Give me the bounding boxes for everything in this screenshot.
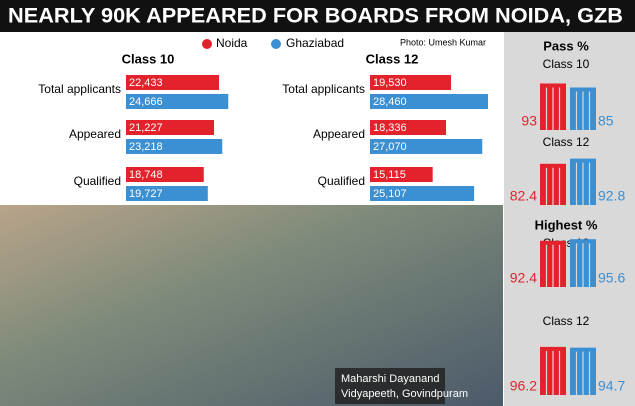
category-label: Appeared (69, 127, 121, 141)
legend-label: Ghaziabad (286, 36, 344, 50)
caption: Vidyapeeth, Govindpuram (341, 388, 468, 400)
bar (126, 186, 208, 201)
category-label: Appeared (313, 127, 365, 141)
value-label: 18,748 (129, 169, 163, 181)
value-label: 82.4 (510, 188, 537, 204)
value-label: 92.8 (598, 188, 625, 204)
category-label: Qualified (74, 174, 121, 188)
chart-title: Class 10 (122, 51, 175, 66)
value-label: 21,227 (129, 122, 163, 134)
bar (370, 94, 488, 109)
bar (126, 94, 229, 109)
side-panel (504, 32, 635, 406)
value-label: 24,666 (129, 96, 163, 108)
value-label: 85 (598, 113, 614, 129)
bar (126, 120, 215, 135)
value-label: 22,433 (129, 77, 163, 89)
title: NEARLY 90K APPEARED FOR BOARDS FROM NOID… (8, 5, 623, 28)
category-label: Total applicants (38, 82, 121, 96)
bar (370, 186, 475, 201)
legend-swatch (202, 39, 212, 49)
legend-label: Noida (216, 36, 248, 50)
photo-credit: Photo: Umesh Kumar (400, 37, 486, 47)
value-label: 23,218 (129, 141, 163, 153)
panel-heading: Highest % (535, 217, 598, 232)
bar (370, 75, 451, 90)
value-label: 96.2 (510, 378, 537, 394)
category-label: Qualified (318, 174, 365, 188)
value-label: 92.4 (510, 270, 537, 286)
value-label: 95.6 (598, 270, 625, 286)
bar (370, 139, 483, 154)
chart-title: Class 12 (366, 51, 419, 66)
bar (370, 167, 433, 182)
value-label: 15,115 (373, 169, 406, 181)
value-label: 93 (521, 113, 537, 129)
chart-title: Class 12 (543, 135, 590, 149)
panel-heading: Pass % (543, 38, 589, 53)
title-banner (0, 0, 635, 32)
value-label: 94.7 (598, 378, 625, 394)
value-label: 19,530 (373, 77, 407, 89)
value-label: 27,070 (373, 141, 407, 153)
value-label: 19,727 (129, 188, 163, 200)
value-label: 25,107 (373, 188, 407, 200)
value-label: 18,336 (373, 122, 407, 134)
chart-title: Class 12 (543, 314, 590, 328)
caption-box (335, 368, 445, 404)
bar (126, 75, 220, 90)
value-label: 28,460 (373, 96, 407, 108)
legend-swatch (271, 39, 281, 49)
caption: Maharshi Dayanand (341, 373, 439, 385)
bar (126, 167, 204, 182)
category-label: Total applicants (282, 82, 365, 96)
bar (370, 120, 447, 135)
bar (126, 139, 223, 154)
chart-title: Class 10 (543, 57, 590, 71)
